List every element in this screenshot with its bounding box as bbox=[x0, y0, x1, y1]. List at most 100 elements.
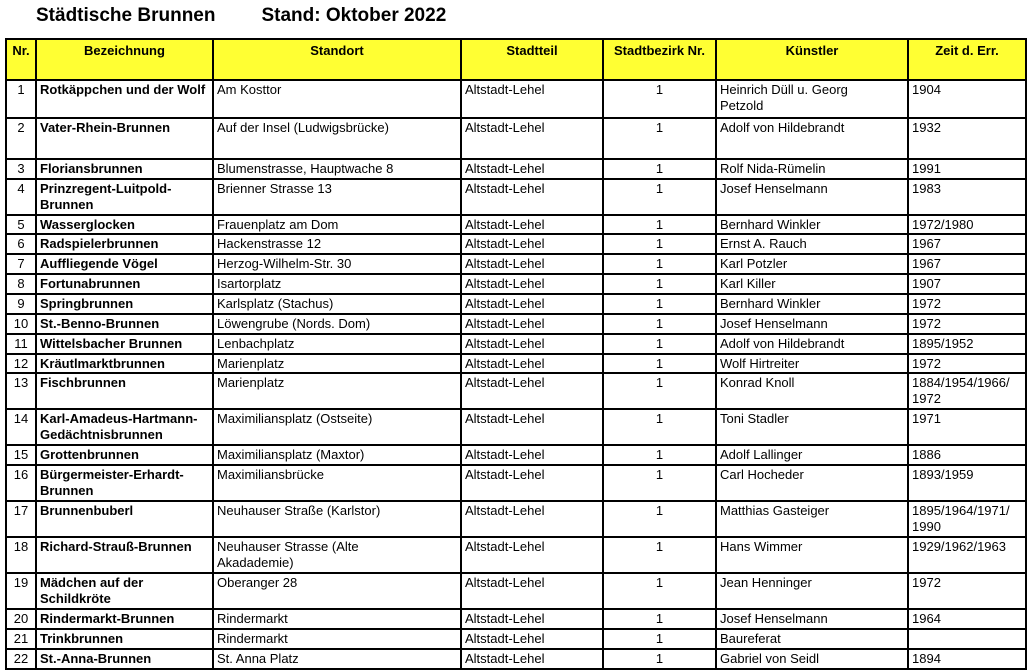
cell-nr: 14 bbox=[5, 408, 37, 447]
cell-stadtbezirk: 1 bbox=[602, 273, 717, 296]
table-row: 22 St.-Anna-Brunnen St. Anna Platz Altstadt… bbox=[5, 648, 1027, 670]
cell-nr: 3 bbox=[5, 158, 37, 180]
cell-stadtteil: Altstadt-Lehel bbox=[460, 293, 604, 315]
cell-nr: 19 bbox=[5, 572, 37, 611]
table-header: Nr. Bezeichnung Standort Stadtteil Stadt… bbox=[5, 38, 1027, 81]
cell-zeit: 1894 bbox=[907, 648, 1027, 670]
cell-stadtteil: Altstadt-Lehel bbox=[460, 312, 604, 335]
cell-zeit: 1967 bbox=[907, 253, 1027, 276]
cell-standort: Brienner Strasse 13 bbox=[212, 177, 462, 216]
cell-bezeichnung: Prinzregent-Luitpold- Brunnen bbox=[35, 177, 214, 216]
cell-standort: Karlsplatz (Stachus) bbox=[212, 293, 462, 315]
cell-bezeichnung: Richard-Strauß-Brunnen bbox=[35, 536, 214, 575]
cell-nr: 7 bbox=[5, 253, 37, 276]
cell-kuenstler: Karl Potzler bbox=[715, 253, 909, 276]
cell-zeit: 1895/1952 bbox=[907, 332, 1027, 355]
cell-stadtbezirk: 1 bbox=[602, 648, 717, 670]
cell-stadtteil: Altstadt-Lehel bbox=[460, 572, 604, 611]
table-row: 11 Wittelsbacher Brunnen Lenbachplatz Altst… bbox=[5, 332, 1027, 355]
cell-nr: 21 bbox=[5, 628, 37, 651]
cell-bezeichnung: Floriansbrunnen bbox=[35, 158, 214, 180]
cell-zeit: 1907 bbox=[907, 273, 1027, 296]
cell-bezeichnung: Rotkäppchen und der Wolf bbox=[35, 79, 214, 119]
cell-nr: 8 bbox=[5, 273, 37, 296]
cell-kuenstler: Bernhard Winkler bbox=[715, 213, 909, 236]
cell-kuenstler: Carl Hocheder bbox=[715, 464, 909, 503]
table-row: 9 Springbrunnen Karlsplatz (Stachus) Altsta… bbox=[5, 293, 1027, 315]
cell-zeit: 1964 bbox=[907, 608, 1027, 631]
cell-stadtbezirk: 1 bbox=[602, 408, 717, 447]
cell-stadtteil: Altstadt-Lehel bbox=[460, 648, 604, 670]
cell-nr: 13 bbox=[5, 372, 37, 411]
cell-kuenstler: Wolf Hirtreiter bbox=[715, 352, 909, 375]
cell-stadtteil: Altstadt-Lehel bbox=[460, 352, 604, 375]
cell-nr: 2 bbox=[5, 117, 37, 160]
cell-stadtteil: Altstadt-Lehel bbox=[460, 158, 604, 180]
cell-stadtbezirk: 1 bbox=[602, 253, 717, 276]
cell-standort: Auf der Insel (Ludwigsbrücke) bbox=[212, 117, 462, 160]
cell-stadtbezirk: 1 bbox=[602, 536, 717, 575]
cell-bezeichnung: Radspielerbrunnen bbox=[35, 233, 214, 256]
cell-kuenstler: Adolf Lallinger bbox=[715, 444, 909, 467]
cell-standort: Neuhauser Straße (Karlstor) bbox=[212, 500, 462, 539]
table-row: 6 Radspielerbrunnen Hackenstrasse 12 Altsta… bbox=[5, 233, 1027, 256]
cell-stadtbezirk: 1 bbox=[602, 332, 717, 355]
cell-nr: 20 bbox=[5, 608, 37, 631]
cell-stadtteil: Altstadt-Lehel bbox=[460, 500, 604, 539]
cell-nr: 12 bbox=[5, 352, 37, 375]
cell-bezeichnung: Trinkbrunnen bbox=[35, 628, 214, 651]
cell-stadtteil: Altstadt-Lehel bbox=[460, 608, 604, 631]
table-row: 4 Prinzregent-Luitpold- Brunnen Brienner S… bbox=[5, 177, 1027, 216]
table-row: 14 Karl-Amadeus-Hartmann- Gedächtnisbrunn… bbox=[5, 408, 1027, 447]
cell-stadtbezirk: 1 bbox=[602, 233, 717, 256]
cell-bezeichnung: Bürgermeister-Erhardt- Brunnen bbox=[35, 464, 214, 503]
cell-bezeichnung: Vater-Rhein-Brunnen bbox=[35, 117, 214, 160]
page-title: Städtische Brunnen bbox=[36, 5, 216, 26]
cell-standort: Marienplatz bbox=[212, 352, 462, 375]
cell-zeit: 1967 bbox=[907, 233, 1027, 256]
cell-standort: Maximiliansbrücke bbox=[212, 464, 462, 503]
cell-kuenstler: Karl Killer bbox=[715, 273, 909, 296]
page-title-row: Städtische Brunnen Stand: Oktober 2022 bbox=[36, 5, 446, 27]
cell-standort: Marienplatz bbox=[212, 372, 462, 411]
cell-standort: Rindermarkt bbox=[212, 608, 462, 631]
cell-zeit: 1886 bbox=[907, 444, 1027, 467]
table-row: 8 Fortunabrunnen Isartorplatz Altstadt-Lehe… bbox=[5, 273, 1027, 296]
cell-bezeichnung: Mädchen auf der Schildkröte bbox=[35, 572, 214, 611]
cell-nr: 15 bbox=[5, 444, 37, 467]
table-row: 2 Vater-Rhein-Brunnen Auf der Insel (Ludwi… bbox=[5, 117, 1027, 160]
cell-stadtteil: Altstadt-Lehel bbox=[460, 408, 604, 447]
cell-kuenstler: Bernhard Winkler bbox=[715, 293, 909, 315]
header-standort: Standort bbox=[212, 38, 462, 81]
cell-nr: 4 bbox=[5, 177, 37, 216]
cell-stadtbezirk: 1 bbox=[602, 177, 717, 216]
header-kuenstler: Künstler bbox=[715, 38, 909, 81]
cell-kuenstler: Toni Stadler bbox=[715, 408, 909, 447]
header-row: Nr. Bezeichnung Standort Stadtteil Stadt… bbox=[5, 38, 1027, 81]
cell-bezeichnung: Auffliegende Vögel bbox=[35, 253, 214, 276]
cell-kuenstler: Matthias Gasteiger bbox=[715, 500, 909, 539]
cell-stadtteil: Altstadt-Lehel bbox=[460, 444, 604, 467]
cell-stadtbezirk: 1 bbox=[602, 628, 717, 651]
cell-zeit: 1904 bbox=[907, 79, 1027, 119]
cell-bezeichnung: Karl-Amadeus-Hartmann- Gedächtnisbrunnen bbox=[35, 408, 214, 447]
cell-stadtteil: Altstadt-Lehel bbox=[460, 79, 604, 119]
table-row: 5 Wasserglocken Frauenplatz am Dom Altstadt… bbox=[5, 213, 1027, 236]
fountains-table: Nr. Bezeichnung Standort Stadtteil Stadt… bbox=[5, 38, 1027, 670]
cell-zeit: 1972 bbox=[907, 293, 1027, 315]
cell-nr: 5 bbox=[5, 213, 37, 236]
cell-nr: 18 bbox=[5, 536, 37, 575]
cell-stadtbezirk: 1 bbox=[602, 352, 717, 375]
table-row: 13 Fischbrunnen Marienplatz Altstadt-Lehel 1… bbox=[5, 372, 1027, 411]
cell-bezeichnung: Wasserglocken bbox=[35, 213, 214, 236]
cell-standort: Maximiliansplatz (Maxtor) bbox=[212, 444, 462, 467]
cell-kuenstler: Konrad Knoll bbox=[715, 372, 909, 411]
cell-stadtteil: Altstadt-Lehel bbox=[460, 628, 604, 651]
cell-zeit: 1893/1959 bbox=[907, 464, 1027, 503]
cell-stadtteil: Altstadt-Lehel bbox=[460, 117, 604, 160]
cell-nr: 11 bbox=[5, 332, 37, 355]
cell-standort: Am Kosttor bbox=[212, 79, 462, 119]
cell-kuenstler: Adolf von Hildebrandt bbox=[715, 332, 909, 355]
cell-zeit bbox=[907, 628, 1027, 651]
cell-zeit: 1884/1954/1966/ 1972 bbox=[907, 372, 1027, 411]
